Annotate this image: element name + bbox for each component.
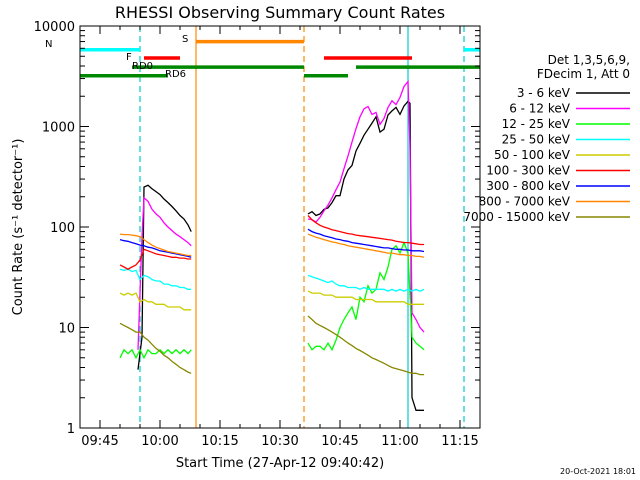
series-7-segment-0 [119,233,192,257]
y-tick-label-0: 1 [67,422,75,437]
legend-label-2: 12 - 25 keV [502,117,571,131]
footer-timestamp: 20-Oct-2021 18:01 [560,467,636,476]
series-1-segment-0 [137,196,192,350]
series-3-segment-1 [307,274,425,292]
series-4-segment-0 [119,292,192,311]
x-tick-label-0: 09:45 [81,434,118,449]
legend-label-3: 25 - 50 keV [502,133,571,147]
series-0-segment-0 [137,184,192,370]
interval-label-0: N [45,39,52,50]
y-tick-label-4: 10000 [34,20,75,35]
y-axis-label: Count Rate (s⁻¹ detector⁻¹) [11,139,26,316]
chart-title: RHESSI Observing Summary Count Rates [115,3,445,22]
series-1-segment-1 [307,79,425,333]
y-axis: 1 10 100 1000 10000 [34,20,480,437]
series-2-segment-0 [119,348,192,360]
interval-label-4: RD6 [165,69,186,80]
series-7-segment-1 [307,233,425,258]
series-4-segment-1 [307,290,424,305]
interval-label-1: S [182,34,188,45]
x-axis: 09:45 10:00 10:15 10:30 10:45 11:00 11:15 [79,26,481,449]
plot-area [80,26,480,428]
series-6-segment-1 [307,228,425,253]
x-tick-label-6: 11:15 [441,434,478,449]
legend-label-4: 50 - 100 keV [494,148,571,162]
series-5-segment-1 [307,215,424,246]
legend-label-7: 800 - 7000 keV [479,195,571,209]
x-axis-label: Start Time (27-Apr-12 09:40:42) [176,456,384,471]
series-6-segment-0 [119,238,192,258]
series-3-segment-0 [119,268,192,290]
series-2-segment-1 [307,240,425,352]
interval-label-2: F [126,52,132,63]
series-5-segment-0 [119,248,192,270]
legend: Det 1,3,5,6,9, FDecim 1, Att 0 3 - 6 keV… [463,53,630,224]
legend-label-1: 6 - 12 keV [509,102,571,116]
series-8-segment-1 [307,315,424,376]
x-tick-label-2: 10:15 [201,434,238,449]
x-tick-label-1: 10:00 [141,434,178,449]
x-tick-label-5: 11:00 [381,434,418,449]
legend-header-line-2: FDecim 1, Att 0 [537,67,630,81]
legend-label-5: 100 - 300 keV [486,164,570,178]
y-tick-label-3: 1000 [42,121,75,136]
x-tick-label-3: 10:30 [261,434,298,449]
legend-label-8: 7000 - 15000 keV [463,210,570,224]
y-tick-label-2: 100 [50,221,75,236]
legend-header-line-1: Det 1,3,5,6,9, [548,53,630,67]
legend-label-6: 300 - 800 keV [486,179,570,193]
x-tick-label-4: 10:45 [321,434,358,449]
interval-label-3: RD0 [132,61,153,72]
y-tick-label-1: 10 [58,322,75,337]
legend-label-0: 3 - 6 keV [517,86,571,100]
series-8-segment-0 [119,322,192,374]
